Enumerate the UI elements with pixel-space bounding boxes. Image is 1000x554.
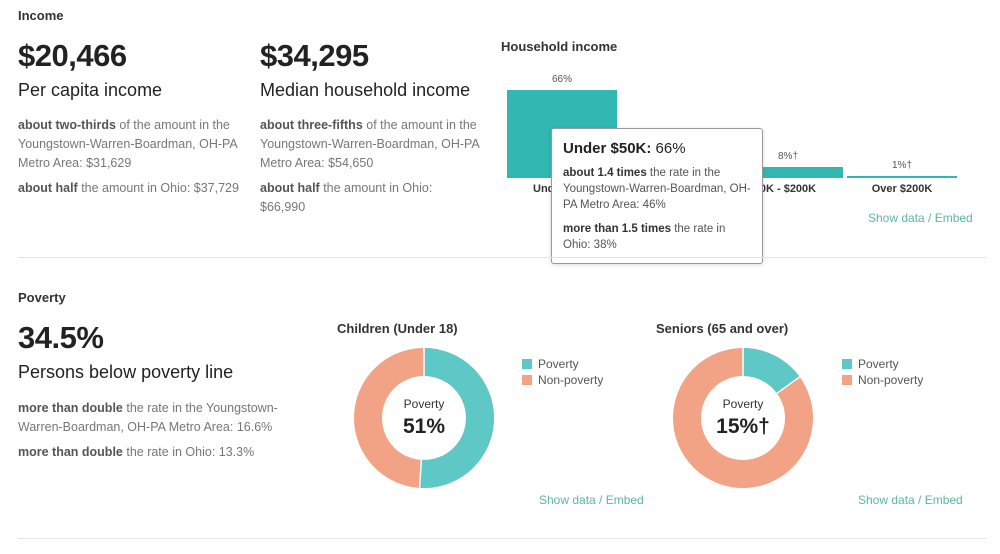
children-chart-title: Children (Under 18) [337,321,458,336]
poverty-swatch [522,359,532,369]
legend-item-non-poverty: Non-poverty [842,372,923,388]
tooltip-heading: Under $50K: 66% [563,140,686,157]
children-donut-center: Poverty 51% [374,397,474,439]
bar-value-label-3: 8%† [777,151,798,162]
non-poverty-swatch [842,375,852,385]
seniors-slice-separator-2 [776,376,801,394]
median-household-value: $34,295 [260,38,369,73]
non-poverty-swatch [522,375,532,385]
seniors-donut-center: Poverty 15%† [693,397,793,439]
bar-category-label-4: Over $200K [871,183,933,195]
poverty-value: 34.5% [18,320,104,355]
seniors-show-data-link[interactable]: Show data / Embed [858,493,963,507]
bar-3[interactable] [733,167,843,178]
poverty-section-title: Poverty [18,290,66,305]
seniors-center-label: Poverty [722,397,764,411]
seniors-donut-chart: Poverty 15%† [672,347,814,489]
per-capita-compare-metro: about two-thirds of the amount in the Yo… [18,118,238,170]
children-show-data-link[interactable]: Show data / Embed [539,493,644,507]
bar-4[interactable] [847,176,957,178]
median-household-label: Median household income [260,80,471,100]
tooltip-compare-metro: about 1.4 times the rate in the Youngsto… [563,167,751,211]
bottom-divider [18,538,986,539]
bar-value-label-1: 66% [551,74,572,85]
legend-item-non-poverty: Non-poverty [522,372,603,388]
income-section-title: Income [18,8,64,23]
household-income-show-data-link[interactable]: Show data / Embed [868,211,973,225]
per-capita-compare-state: about half the amount in Ohio: $37,729 [18,181,239,195]
poverty-compare-metro: more than double the rate in the Youngst… [18,401,278,434]
legend-item-poverty: Poverty [522,356,603,372]
bar-category-label-3: 0K - $200K [759,183,817,195]
bar-value-label-4: 1%† [891,160,912,171]
children-slice-separator-2 [418,459,423,488]
section-divider [18,257,986,258]
median-household-compare-state: about half the amount in Ohio: $66,990 [260,181,433,214]
household-income-chart-title: Household income [501,39,618,54]
household-income-tooltip: Under $50K: 66% about 1.4 times the rate… [551,128,763,264]
poverty-label: Persons below poverty line [18,362,234,382]
bar-category-label-1: Und [533,183,555,195]
legend-item-poverty: Poverty [842,356,923,372]
seniors-legend: Poverty Non-poverty [842,356,923,388]
tooltip-compare-state: more than 1.5 times the rate in Ohio: 38… [563,223,726,251]
children-legend: Poverty Non-poverty [522,356,603,388]
median-household-compare-metro: about three-fifths of the amount in the … [260,118,480,170]
poverty-compare-state: more than double the rate in Ohio: 13.3% [18,445,255,459]
per-capita-value: $20,466 [18,38,127,73]
children-center-label: Poverty [403,397,445,411]
children-donut-chart: Poverty 51% [353,347,495,489]
poverty-swatch [842,359,852,369]
children-center-value: 51% [402,415,446,438]
per-capita-label: Per capita income [18,80,163,100]
seniors-chart-title: Seniors (65 and over) [656,321,789,336]
seniors-center-value: 15%† [716,415,770,438]
